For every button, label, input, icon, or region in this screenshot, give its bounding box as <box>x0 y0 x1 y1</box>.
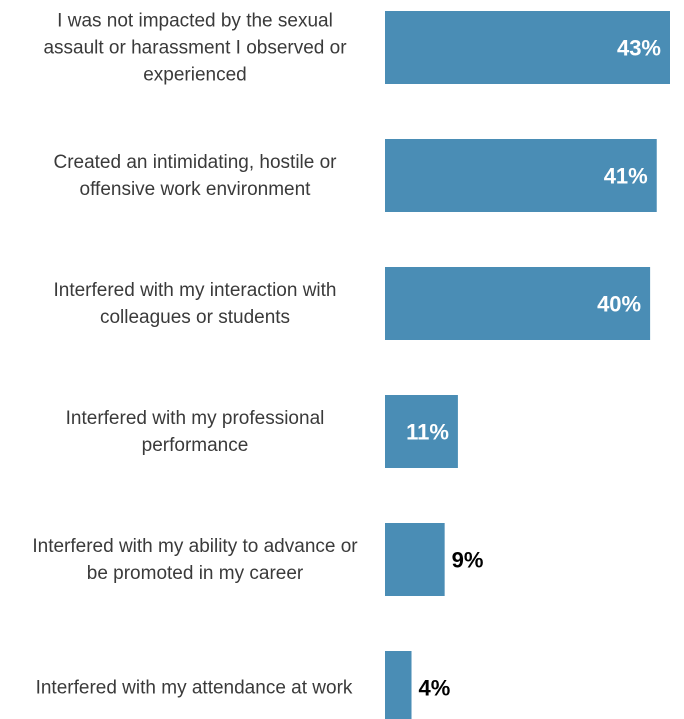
value-label-4: 9% <box>452 548 484 573</box>
category-label-0: I was not impacted by the sexual assault … <box>43 11 347 86</box>
value-label-0: 43% <box>617 36 661 61</box>
category-label-line: offensive work environment <box>80 179 312 200</box>
bar-4 <box>385 523 445 596</box>
category-label-line: experienced <box>143 65 247 86</box>
category-label-line: Interfered with my interaction with <box>53 280 336 301</box>
value-label-2: 40% <box>597 292 641 317</box>
value-label-5: 4% <box>419 676 451 701</box>
category-label-line: Created an intimidating, hostile or <box>53 152 337 173</box>
category-label-line: Interfered with my attendance at work <box>36 678 353 699</box>
bar-1 <box>385 139 657 212</box>
category-label-5: Interfered with my attendance at work <box>36 678 353 699</box>
bar-5 <box>385 651 412 719</box>
category-label-line: assault or harassment I observed or <box>43 38 347 59</box>
bar-3 <box>385 395 458 468</box>
category-label-3: Interfered with my professional performan… <box>66 408 325 456</box>
category-label-line: colleagues or students <box>100 307 290 328</box>
category-label-line: I was not impacted by the sexual <box>57 11 333 32</box>
category-label-line: Interfered with my ability to advance or <box>32 536 358 557</box>
category-label-line: be promoted in my career <box>87 563 304 584</box>
bar-2 <box>385 267 651 340</box>
category-label-line: performance <box>142 435 249 456</box>
category-label-4: Interfered with my ability to advance or… <box>32 536 358 584</box>
value-label-3: 11% <box>406 420 449 445</box>
value-label-1: 41% <box>604 164 648 189</box>
category-label-line: Interfered with my professional <box>66 408 325 429</box>
category-label-1: Created an intimidating, hostile or offen… <box>53 152 337 200</box>
bar-0 <box>385 11 670 84</box>
category-label-2: Interfered with my interaction with colle… <box>53 280 336 328</box>
